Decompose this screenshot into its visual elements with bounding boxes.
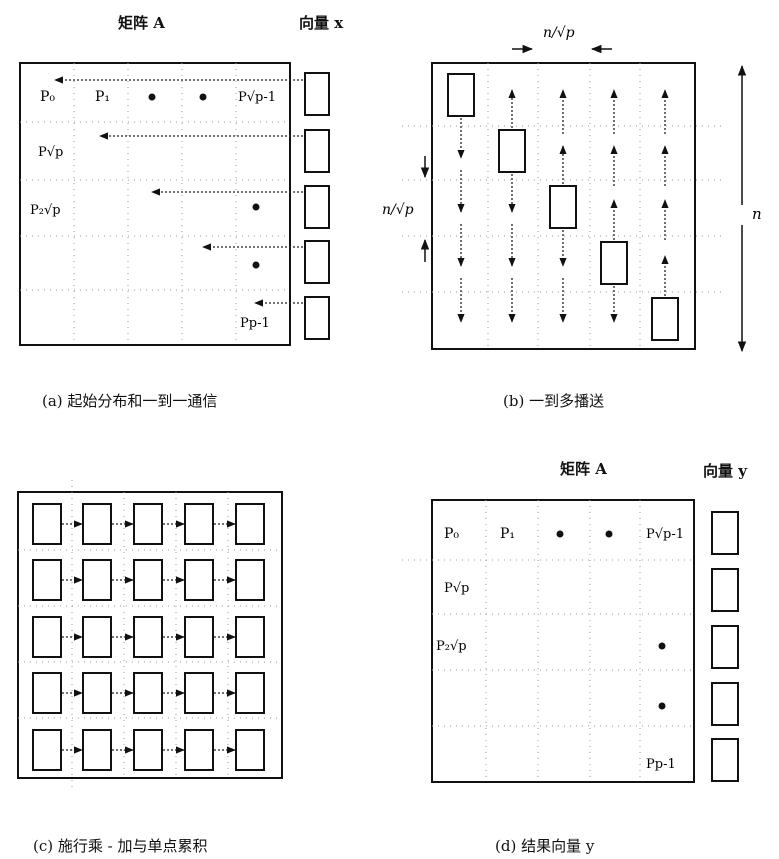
panel-c-grid bbox=[18, 480, 282, 790]
product-block bbox=[235, 616, 265, 658]
panel-c-matrix-box bbox=[17, 491, 283, 779]
vector-x-block bbox=[304, 185, 330, 229]
panel-c-caption: (c) 施行乘 - 加与单点累积 bbox=[33, 837, 208, 855]
product-block bbox=[235, 672, 265, 714]
product-block bbox=[82, 729, 112, 771]
product-block bbox=[32, 616, 62, 658]
product-block bbox=[32, 559, 62, 601]
vector-x-block bbox=[304, 72, 330, 116]
ellipsis-dot bbox=[252, 261, 260, 269]
panel-d-vector-title: 向量 y bbox=[703, 462, 747, 480]
panel-b-caption: (b) 一到多播送 bbox=[503, 392, 605, 410]
panel-a-caption: (a) 起始分布和一到一通信 bbox=[42, 392, 218, 410]
vector-x-block bbox=[304, 296, 330, 340]
ellipsis-dot bbox=[252, 203, 260, 211]
label-block-height: n/√p bbox=[382, 202, 414, 218]
panel-d-caption: (d) 结果向量 y bbox=[495, 837, 595, 855]
label-n: n bbox=[752, 205, 762, 223]
diagonal-block bbox=[498, 129, 526, 173]
vector-y-block bbox=[711, 568, 739, 612]
panel-d-matrix-title: 矩阵 A bbox=[560, 460, 607, 478]
label-p-sqrtp: P√p bbox=[38, 145, 63, 160]
product-block bbox=[82, 616, 112, 658]
product-block bbox=[184, 503, 214, 545]
product-block bbox=[82, 503, 112, 545]
vector-y-block bbox=[711, 625, 739, 669]
panel-a-send-arrows bbox=[54, 76, 303, 307]
panel-b: n/√p n/√p n bbox=[382, 25, 762, 353]
vector-y-block bbox=[711, 511, 739, 555]
diagonal-block bbox=[447, 73, 475, 117]
label-p-p-minus-1: Pp-1 bbox=[646, 757, 676, 772]
product-block bbox=[133, 616, 163, 658]
product-block bbox=[32, 503, 62, 545]
panel-c-block-grid bbox=[32, 503, 265, 771]
vector-x-block bbox=[304, 129, 330, 173]
diagonal-block bbox=[549, 185, 577, 229]
ellipsis-dot bbox=[199, 93, 207, 101]
panel-a-vector-title: 向量 x bbox=[299, 14, 344, 32]
product-block bbox=[133, 559, 163, 601]
panel-a-matrix-box bbox=[19, 62, 291, 346]
ellipsis-dot bbox=[658, 702, 666, 710]
vector-y-block bbox=[711, 738, 739, 782]
diagonal-block bbox=[651, 297, 679, 341]
diagonal-block bbox=[600, 241, 628, 285]
panel-d-grid bbox=[402, 500, 694, 782]
product-block bbox=[32, 672, 62, 714]
label-p-p-minus-1: Pp-1 bbox=[240, 316, 270, 331]
label-block-width: n/√p bbox=[543, 25, 575, 41]
product-block bbox=[133, 729, 163, 771]
vector-y-block bbox=[711, 682, 739, 726]
panel-b-diagonal-blocks bbox=[447, 73, 679, 341]
product-block bbox=[235, 729, 265, 771]
panel-a-matrix-title: 矩阵 A bbox=[118, 14, 165, 32]
panel-c bbox=[17, 480, 283, 790]
label-p0: P₀ bbox=[40, 89, 55, 105]
product-block bbox=[82, 672, 112, 714]
label-p-2sqrtp: P₂√p bbox=[436, 639, 467, 654]
ellipsis-dot bbox=[605, 530, 613, 538]
product-block bbox=[235, 559, 265, 601]
product-block bbox=[184, 559, 214, 601]
product-block bbox=[133, 503, 163, 545]
label-p-sqrtp: P√p bbox=[444, 581, 469, 596]
product-block bbox=[184, 729, 214, 771]
panel-a: P₀ P₁ P√p-1 P√p P₂√p Pp-1 bbox=[19, 62, 330, 346]
ellipsis-dot bbox=[658, 642, 666, 650]
panel-a-grid bbox=[20, 63, 290, 345]
panel-b-broadcast-arrows bbox=[457, 89, 669, 323]
product-block bbox=[133, 672, 163, 714]
ellipsis-dot bbox=[556, 530, 564, 538]
panel-d-matrix-box bbox=[431, 499, 695, 783]
panel-d-vector-y bbox=[711, 511, 739, 782]
product-block bbox=[82, 559, 112, 601]
label-p-2sqrtp: P₂√p bbox=[30, 203, 61, 218]
panel-b-matrix-box bbox=[431, 62, 696, 350]
product-block bbox=[184, 616, 214, 658]
label-p-sqrtp-minus-1: P√p-1 bbox=[646, 527, 684, 542]
label-p-sqrtp-minus-1: P√p-1 bbox=[238, 90, 276, 105]
vector-x-block bbox=[304, 240, 330, 284]
product-block bbox=[184, 672, 214, 714]
label-p1: P₁ bbox=[500, 526, 515, 542]
panel-d: P₀ P₁ P√p-1 P√p P₂√p Pp-1 bbox=[402, 499, 739, 783]
label-p0: P₀ bbox=[444, 526, 459, 542]
product-block bbox=[32, 729, 62, 771]
label-p1: P₁ bbox=[95, 89, 110, 105]
ellipsis-dot bbox=[148, 93, 156, 101]
panel-a-vector-x bbox=[304, 72, 330, 340]
product-block bbox=[235, 503, 265, 545]
